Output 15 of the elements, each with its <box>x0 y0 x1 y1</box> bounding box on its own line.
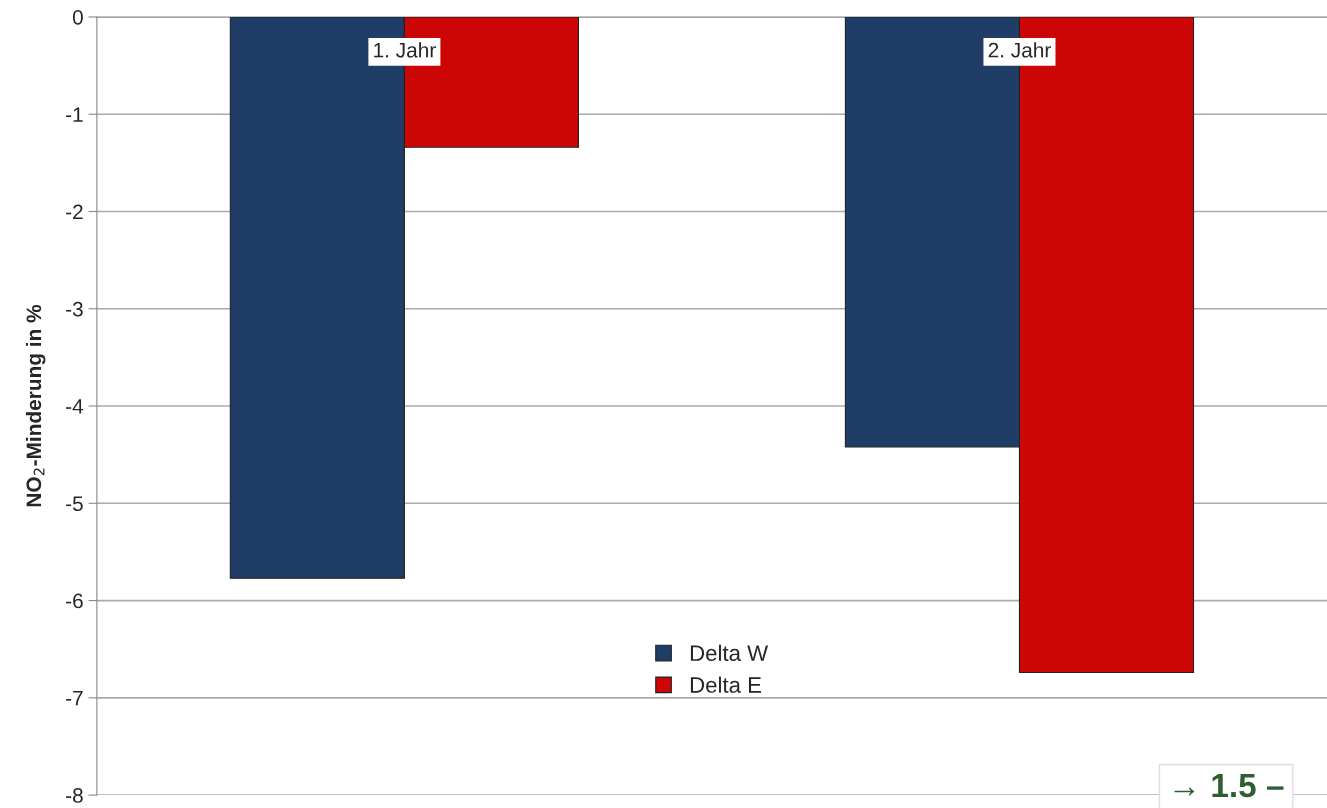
legend-label: Delta W <box>690 644 769 662</box>
y-tick-label: -8 <box>66 788 83 803</box>
y-tick-label: -1 <box>66 107 83 122</box>
annotation: → 1.5 – <box>1174 774 1284 798</box>
y-tick-label: -5 <box>66 496 83 512</box>
y-tick-label: -4 <box>66 399 84 414</box>
legend-label: Delta E <box>690 676 762 693</box>
x-tick-label: 2. Jahr <box>988 42 1051 58</box>
x-tick-label: 1. Jahr <box>374 42 436 58</box>
y-tick-label: -2 <box>66 204 83 220</box>
y-tick-label: -7 <box>66 691 83 706</box>
y-axis-title: NO$_{2}$-Minderung in % <box>25 304 46 507</box>
y-tick-label: -3 <box>66 301 83 317</box>
y-tick-label: 0 <box>72 9 83 25</box>
y-tick-label: -6 <box>66 593 83 609</box>
